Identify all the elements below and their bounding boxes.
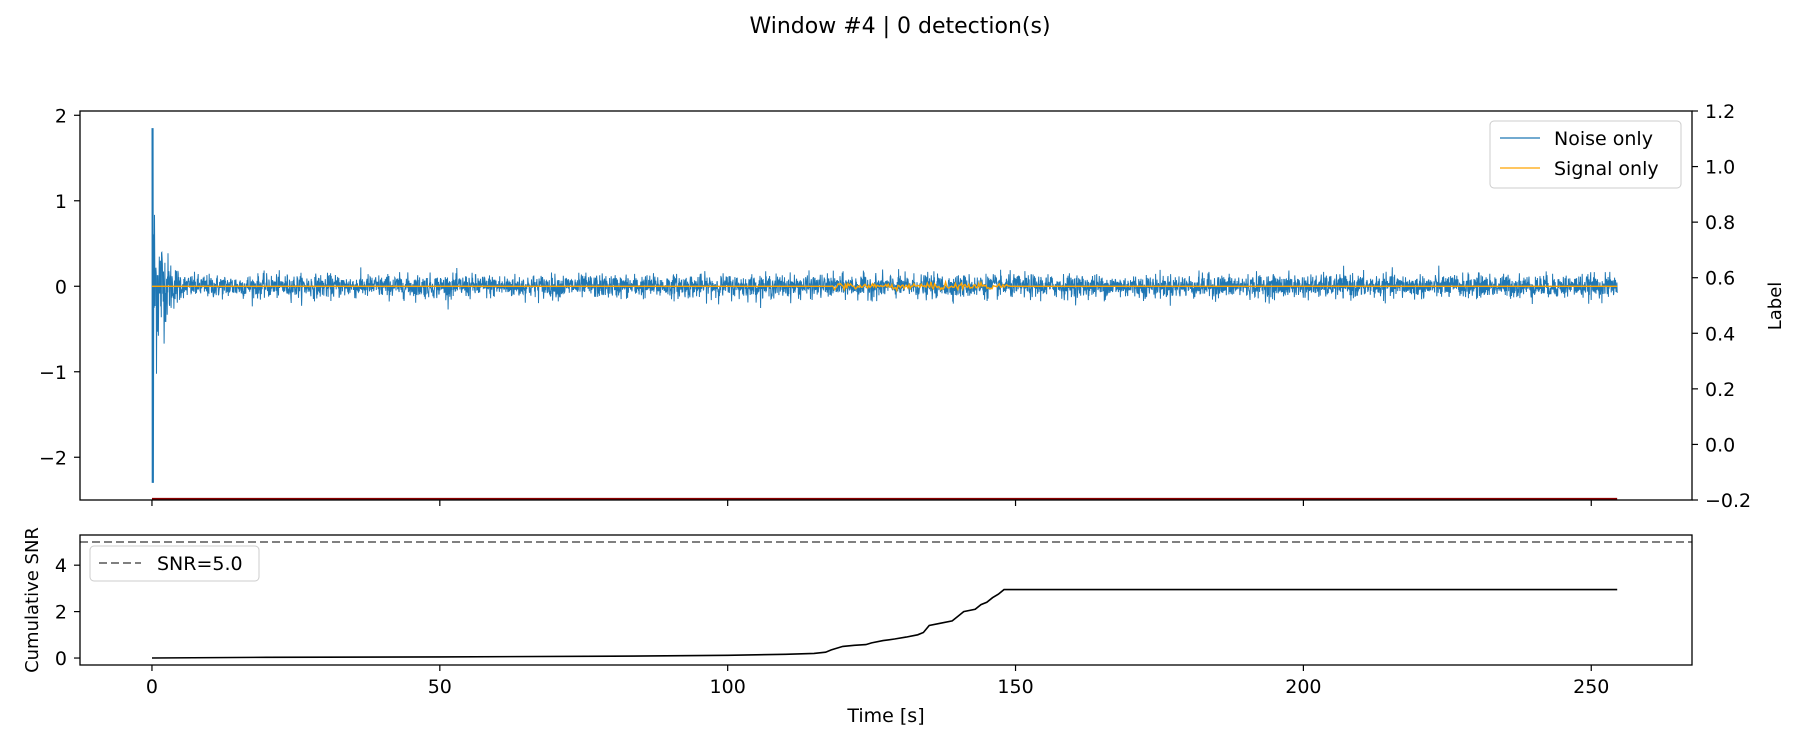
label-axis-tick-label: 0.8 (1705, 212, 1735, 234)
snr-axes: 0 2 4 0 50 100 150 200 250 Cumulative SNR Time … (22, 527, 1693, 727)
waveform-plot-layer (151, 128, 1618, 501)
waveform-ytick-label: −1 (39, 362, 67, 384)
waveform-ytick-label: −2 (39, 447, 67, 469)
waveform-legend[interactable]: Noise only Signal only (1489, 120, 1682, 189)
label-axis-tick-label: 1.0 (1705, 157, 1735, 179)
snr-plot-layer (80, 540, 1692, 659)
label-axis-title: Label (1765, 282, 1786, 331)
noise-only-line (151, 128, 1618, 483)
figure-suptitle: Window #4 | 0 detection(s) (749, 14, 1050, 39)
waveform-ytick-label: 2 (55, 105, 67, 127)
label-axis-tick-label: 0.0 (1705, 434, 1735, 456)
signal-only-line (152, 279, 1618, 293)
waveform-x-ticks (151, 500, 1592, 506)
legend-noise-label: Noise only (1554, 128, 1653, 150)
waveform-axes-frame (79, 110, 1693, 501)
snr-x-ticks: 0 50 100 150 200 250 (146, 665, 1609, 698)
label-axis-tick-label: 0.4 (1705, 323, 1735, 345)
snr-y-axis-title: Cumulative SNR (22, 527, 43, 673)
label-axis-tick-label: 0.2 (1705, 379, 1735, 401)
snr-xtick-label: 250 (1573, 676, 1609, 698)
snr-xtick-label: 200 (1285, 676, 1321, 698)
cumulative-snr-line (151, 588, 1618, 659)
label-axis-tick-label: −0.2 (1705, 490, 1751, 512)
legend-signal-label: Signal only (1554, 158, 1659, 180)
snr-axes-frame (79, 534, 1693, 666)
x-axis-title: Time [s] (846, 705, 924, 727)
snr-xtick-label: 150 (997, 676, 1033, 698)
snr-ytick-label: 0 (55, 648, 67, 670)
waveform-left-ticks: −2 −1 0 1 2 (39, 105, 80, 469)
snr-y-ticks: 0 2 4 (55, 555, 80, 670)
snr-xtick-label: 100 (710, 676, 746, 698)
legend-threshold-label: SNR=5.0 (157, 553, 243, 575)
label-axis-tick-label: 1.2 (1705, 101, 1735, 123)
label-axis-tick-label: 0.6 (1705, 268, 1735, 290)
snr-ytick-label: 4 (55, 555, 67, 577)
waveform-ytick-label: 1 (55, 191, 67, 213)
snr-legend[interactable]: SNR=5.0 (89, 545, 260, 582)
snr-legend-box (89, 545, 260, 582)
label-axis-ticks: −0.2 0.0 0.2 0.4 0.6 0.8 1.0 1.2 (1692, 101, 1751, 512)
snr-xtick-label: 0 (146, 676, 158, 698)
snr-ytick-label: 2 (55, 602, 67, 624)
waveform-ytick-label: 0 (55, 276, 67, 298)
snr-xtick-label: 50 (428, 676, 452, 698)
